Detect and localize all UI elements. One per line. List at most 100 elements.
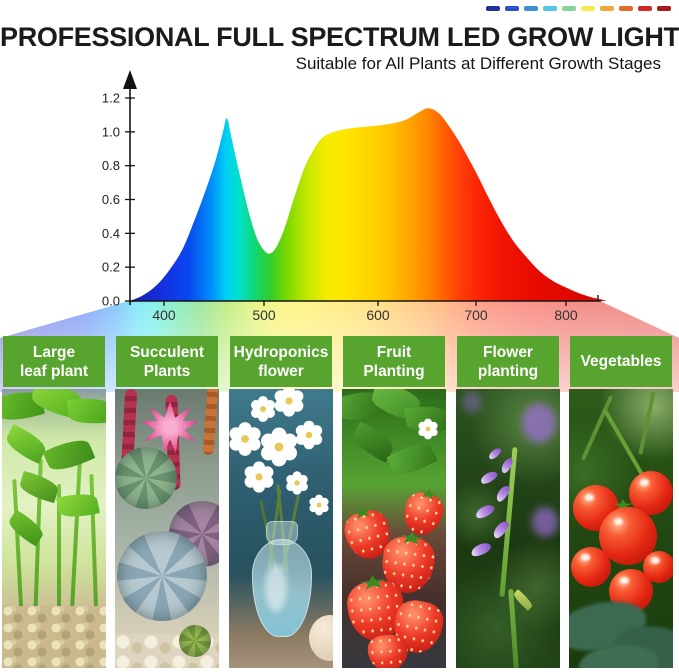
panel-label: Vegetables bbox=[570, 336, 672, 387]
y-tick-label: 0.2 bbox=[102, 260, 120, 275]
glass-vase-shape bbox=[252, 539, 312, 637]
panel-label: Fruit Planting bbox=[343, 336, 445, 387]
panel-label-line: Succulent bbox=[129, 343, 205, 361]
white-flower-shape bbox=[251, 469, 267, 485]
vine-shape bbox=[580, 395, 614, 461]
accent-dash bbox=[619, 6, 633, 11]
gravel-substrate bbox=[2, 606, 106, 668]
flower-center bbox=[260, 406, 266, 412]
flower-bud-shape bbox=[469, 540, 493, 559]
succulent-rosette-shape bbox=[117, 531, 207, 621]
leaf-shape bbox=[42, 432, 96, 478]
panel-vegetables: Vegetables bbox=[569, 336, 673, 670]
y-tick-label: 1.2 bbox=[102, 91, 120, 106]
accent-dash bbox=[505, 6, 519, 11]
leaf-shape bbox=[2, 423, 50, 465]
panel-label: Flower planting bbox=[457, 336, 559, 387]
flower-bud-shape bbox=[473, 502, 497, 521]
leaf-shape bbox=[511, 589, 535, 611]
blurred-flower-shape bbox=[522, 403, 556, 443]
panel-fruit-planting: Fruit Planting bbox=[342, 336, 446, 670]
flower-center bbox=[241, 435, 249, 443]
accent-dash bbox=[581, 6, 595, 11]
panel-label-line: Large bbox=[32, 343, 76, 361]
white-flower-shape bbox=[314, 500, 324, 510]
strawberry-calyx bbox=[359, 574, 386, 591]
flower-center bbox=[305, 431, 313, 439]
flower-center bbox=[274, 442, 284, 452]
panel-flower-planting: Flower planting bbox=[456, 336, 560, 670]
panel-label-line: Vegetables bbox=[580, 353, 662, 370]
photo-large-leaf-plant bbox=[2, 389, 106, 668]
accent-dash bbox=[638, 6, 652, 11]
y-axis bbox=[123, 70, 137, 305]
stem-shape bbox=[69, 449, 83, 619]
white-flower-shape bbox=[281, 393, 297, 409]
flower-bud-shape bbox=[478, 469, 500, 486]
strawberry-calyx bbox=[419, 487, 439, 502]
accent-dash bbox=[657, 6, 671, 11]
blurred-flower-shape bbox=[462, 391, 482, 413]
x-tick-label: 500 bbox=[252, 307, 276, 323]
accent-dash bbox=[486, 6, 500, 11]
flower-center bbox=[425, 426, 431, 432]
page-subtitle: Suitable for All Plants at Different Gro… bbox=[295, 54, 661, 73]
spectrum-chart: 400 500 600 700 800 0.0 0.2 0.4 0.6 0.8 1.0 1.2 bbox=[0, 70, 679, 392]
y-tick-label: 1.0 bbox=[102, 124, 120, 139]
accent-dash bbox=[600, 6, 614, 11]
photo-succulent-plants bbox=[115, 389, 219, 668]
flower-center bbox=[294, 480, 300, 486]
y-tick-label: 0.0 bbox=[102, 294, 120, 309]
x-tick-label: 400 bbox=[152, 307, 176, 323]
panel-label-line: Flower bbox=[483, 343, 533, 361]
page-title: PROFESSIONAL FULL SPECTRUM LED GROW LIGH… bbox=[0, 22, 679, 52]
leaf-shape bbox=[66, 394, 106, 428]
flower-center bbox=[255, 473, 263, 481]
y-axis-arrow-icon bbox=[123, 70, 137, 89]
stem-shape bbox=[12, 478, 24, 620]
x-tick-label: 800 bbox=[554, 307, 578, 323]
vine-shape bbox=[638, 391, 656, 455]
round-object-shape bbox=[309, 615, 333, 661]
white-flower-shape bbox=[423, 424, 433, 434]
panel-label-line: Planting bbox=[363, 362, 425, 380]
x-axis bbox=[129, 295, 601, 302]
succulent-rosette-shape bbox=[115, 447, 177, 509]
white-flower-shape bbox=[270, 438, 288, 456]
x-tick-label: 700 bbox=[464, 307, 488, 323]
flower-center bbox=[285, 397, 293, 405]
glass-highlight bbox=[265, 564, 287, 612]
accent-dash bbox=[524, 6, 538, 11]
panel-label-line: Hydroponics bbox=[233, 343, 329, 361]
strawberry-shape bbox=[398, 487, 446, 540]
leaf-shape bbox=[17, 470, 61, 504]
flower-spike-shape bbox=[202, 389, 219, 456]
flower-center bbox=[316, 502, 322, 508]
y-tick-label: 0.4 bbox=[102, 226, 120, 241]
accent-dash bbox=[543, 6, 557, 11]
photo-fruit-planting bbox=[342, 389, 446, 668]
panel-label: Hydroponics flower bbox=[230, 336, 332, 387]
leaf-shape bbox=[385, 435, 439, 483]
accent-dashes bbox=[486, 6, 671, 11]
panel-label-line: flower bbox=[258, 362, 304, 380]
succulent-rosette-shape bbox=[179, 625, 211, 657]
panel-label-line: Plants bbox=[143, 362, 191, 380]
accent-dash bbox=[562, 6, 576, 11]
strawberry-shape bbox=[366, 633, 410, 668]
spectrum-curve bbox=[129, 108, 607, 301]
panel-label-line: Fruit bbox=[376, 343, 412, 361]
strawberry-calyx bbox=[351, 504, 373, 520]
x-tick-label: 600 bbox=[366, 307, 390, 323]
white-flower-shape bbox=[257, 403, 269, 415]
tomato-shape bbox=[599, 507, 657, 565]
photo-hydroponics-flower bbox=[229, 389, 333, 668]
panel-large-leaf-plant: Large leaf plant bbox=[2, 336, 106, 670]
photo-flower-planting bbox=[456, 389, 560, 668]
tomato-shape bbox=[571, 547, 611, 587]
blurred-flower-shape bbox=[532, 507, 558, 537]
y-tick-label: 0.6 bbox=[102, 192, 120, 207]
stem-shape bbox=[57, 484, 61, 619]
flower-bud-shape bbox=[487, 446, 503, 461]
